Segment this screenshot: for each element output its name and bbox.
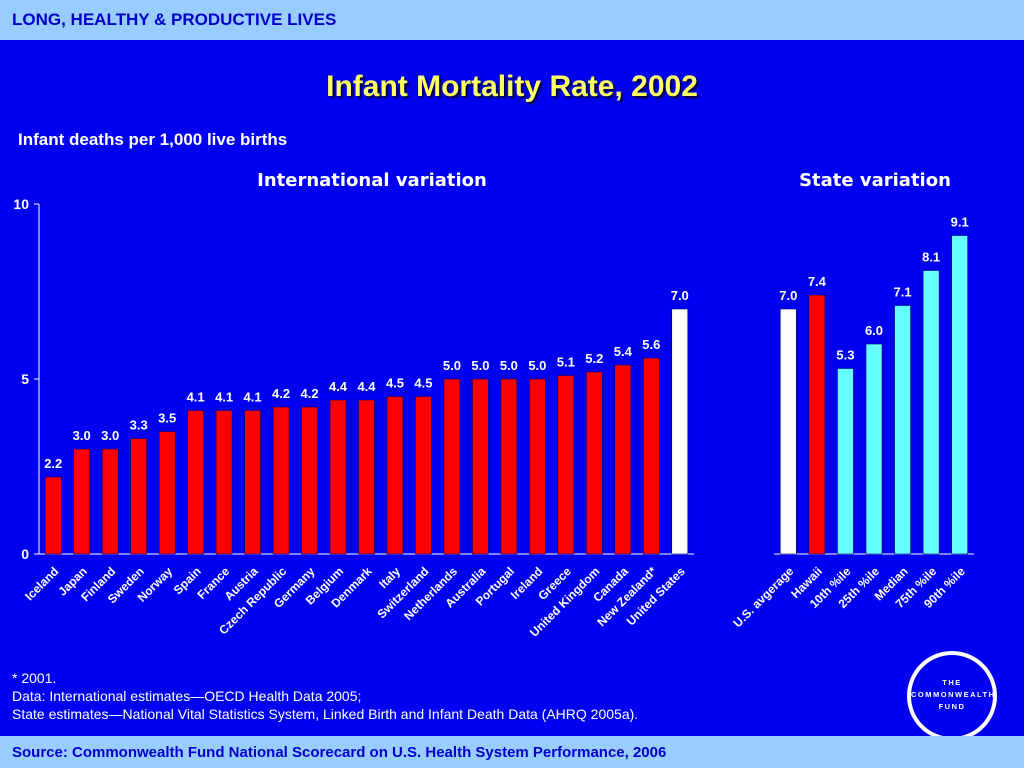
y-tick-label: 5 xyxy=(21,371,29,387)
bar-1-4 xyxy=(894,305,911,555)
data-label-0-14: 5.0 xyxy=(443,358,461,373)
bar-0-2 xyxy=(101,448,119,555)
y-tick-label: 10 xyxy=(13,196,29,212)
x-tick-label-0-0: Iceland xyxy=(22,564,61,603)
logo-line-3: FUND xyxy=(938,702,966,711)
bar-0-19 xyxy=(586,371,603,555)
bar-0-1 xyxy=(73,448,91,555)
data-label-1-1: 7.4 xyxy=(808,274,827,289)
bar-0-3 xyxy=(130,438,147,555)
bar-1-3 xyxy=(865,343,883,555)
source-text: Source: Commonwealth Fund National Score… xyxy=(12,744,667,761)
bar-0-9 xyxy=(301,406,318,555)
bar-0-0 xyxy=(44,476,62,555)
data-label-1-5: 8.1 xyxy=(922,250,940,265)
data-label-1-4: 7.1 xyxy=(894,285,912,300)
bar-0-18 xyxy=(557,375,575,555)
international-chart-title: International variation xyxy=(257,170,487,191)
bar-0-6 xyxy=(215,410,233,555)
bar-0-13 xyxy=(415,396,432,555)
state-chart-title: State variation xyxy=(799,170,951,191)
bar-0-5 xyxy=(187,410,204,555)
data-label-0-22: 7.0 xyxy=(671,288,689,303)
bar-0-20 xyxy=(614,364,632,555)
data-label-0-6: 4.1 xyxy=(215,390,233,405)
bar-0-12 xyxy=(386,396,404,555)
bar-0-22 xyxy=(671,308,689,555)
bar-0-7 xyxy=(244,410,261,555)
footnotes: * 2001. Data: International estimates—OE… xyxy=(12,669,638,723)
data-label-1-2: 5.3 xyxy=(836,348,854,363)
bar-0-15 xyxy=(472,378,489,555)
data-label-0-4: 3.5 xyxy=(158,411,176,426)
chart-subtitle: Infant deaths per 1,000 live births xyxy=(18,130,288,149)
data-label-0-15: 5.0 xyxy=(471,358,489,373)
section-title: LONG, HEALTHY & PRODUCTIVE LIVES xyxy=(12,10,337,29)
data-label-0-21: 5.6 xyxy=(642,337,660,352)
x-tick-label-1-0: U.S. avgerage xyxy=(730,564,796,630)
data-label-0-17: 5.0 xyxy=(528,358,546,373)
top-banner: LONG, HEALTHY & PRODUCTIVE LIVES xyxy=(0,0,1024,40)
data-label-0-13: 4.5 xyxy=(414,376,432,391)
bar-1-2 xyxy=(837,368,854,555)
data-label-0-10: 4.4 xyxy=(329,379,348,394)
data-label-1-6: 9.1 xyxy=(951,215,969,230)
bar-0-14 xyxy=(443,378,461,555)
data-label-0-2: 3.0 xyxy=(101,428,119,443)
data-label-1-0: 7.0 xyxy=(779,288,797,303)
data-label-0-3: 3.3 xyxy=(130,418,148,433)
bar-0-16 xyxy=(500,378,518,555)
bar-0-10 xyxy=(329,399,347,555)
data-label-0-8: 4.2 xyxy=(272,386,290,401)
bar-1-1 xyxy=(808,294,826,555)
bar-0-4 xyxy=(158,431,176,555)
y-tick-label: 0 xyxy=(21,546,29,562)
bottom-banner: Source: Commonwealth Fund National Score… xyxy=(0,736,1024,768)
footnote-data-state: State estimates—National Vital Statistic… xyxy=(12,706,639,722)
data-label-0-5: 4.1 xyxy=(187,390,205,405)
commonwealth-fund-logo: THE COMMONWEALTH FUND xyxy=(907,651,997,741)
bar-0-17 xyxy=(529,378,546,555)
data-label-0-12: 4.5 xyxy=(386,376,404,391)
page-title: Infant Mortality Rate, 2002 xyxy=(326,70,698,103)
bar-1-0 xyxy=(779,308,797,555)
data-label-0-20: 5.4 xyxy=(614,344,633,359)
footnote-asterisk: * 2001. xyxy=(12,670,57,686)
logo-line-2: COMMONWEALTH xyxy=(911,690,996,699)
bar-0-8 xyxy=(272,406,290,555)
data-label-0-19: 5.2 xyxy=(585,351,603,366)
footnote-data-international: Data: International estimates—OECD Healt… xyxy=(12,688,362,704)
bar-0-11 xyxy=(358,399,375,555)
bar-1-6 xyxy=(951,235,969,555)
bar-0-21 xyxy=(642,357,660,555)
data-label-1-3: 6.0 xyxy=(865,323,883,338)
data-label-0-9: 4.2 xyxy=(301,386,319,401)
data-label-0-0: 2.2 xyxy=(44,456,62,471)
bar-1-5 xyxy=(922,270,940,555)
data-label-0-18: 5.1 xyxy=(557,355,575,370)
logo-line-1: THE xyxy=(942,678,962,687)
data-label-0-11: 4.4 xyxy=(357,379,376,394)
data-label-0-16: 5.0 xyxy=(500,358,518,373)
data-label-0-7: 4.1 xyxy=(244,390,262,405)
data-label-0-1: 3.0 xyxy=(73,428,91,443)
